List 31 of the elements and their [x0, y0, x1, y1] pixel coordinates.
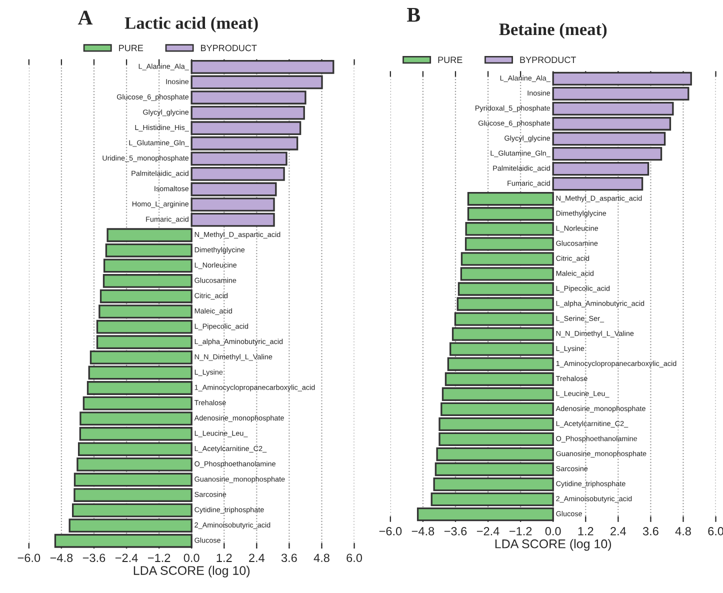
text: B [407, 8, 420, 22]
x-tick-label: 2.4 [249, 554, 265, 562]
chart-title: Lactic acid (meat) [124, 16, 258, 32]
x-tick-label: −4.8 [50, 554, 73, 562]
x-tick-label: 4.8 [675, 527, 691, 536]
legend-label: BYPRODUCT [201, 44, 257, 52]
x-tick-label: 3.6 [281, 554, 297, 562]
x-tick-label: −6.0 [18, 554, 40, 562]
legend-label: PURE [438, 56, 462, 64]
x-tick-label: −4.8 [412, 527, 434, 536]
x-tick-label: 3.6 [642, 527, 658, 536]
x-tick-label: 0.0 [545, 527, 561, 536]
x-tick-label: −3.6 [82, 554, 106, 562]
x-tick-label: −6.0 [379, 527, 402, 536]
x-tick-label: 0.0 [184, 554, 200, 562]
legend-label: BYPRODUCT [520, 56, 576, 64]
text: A [78, 10, 93, 25]
x-tick-label: 6.0 [346, 554, 362, 562]
legend-label: PURE [119, 44, 144, 52]
x-tick-label: 1.2 [578, 527, 594, 536]
x-tick-label: 1.2 [216, 554, 232, 562]
x-tick-label: −1.2 [148, 554, 170, 562]
chart-title: Betaine (meat) [499, 23, 607, 39]
x-axis-title: LDA SCORE (log 10) [495, 539, 612, 551]
x-tick-label: −2.4 [476, 527, 500, 536]
x-tick-label: 2.4 [610, 527, 626, 536]
x-tick-label: −2.4 [115, 554, 138, 562]
x-tick-label: 4.8 [314, 554, 330, 562]
x-tick-label: −1.2 [509, 527, 532, 536]
x-axis-title: LDA SCORE (log 10) [134, 566, 250, 578]
x-tick-label: −3.6 [444, 527, 467, 536]
